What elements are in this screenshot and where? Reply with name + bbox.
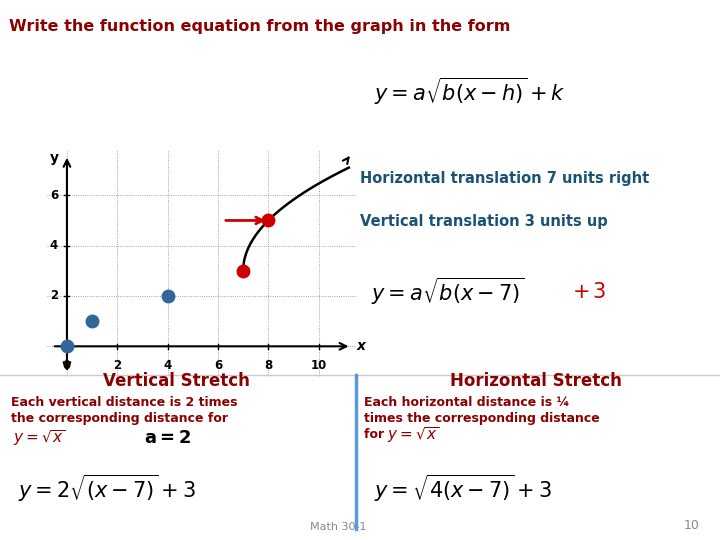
- Text: $y = a\sqrt{b(x-h)} + k$: $y = a\sqrt{b(x-h)} + k$: [374, 76, 566, 107]
- Text: Vertical Stretch: Vertical Stretch: [103, 372, 250, 390]
- Text: times the corresponding distance: times the corresponding distance: [364, 412, 599, 425]
- Text: 4: 4: [50, 239, 58, 252]
- Text: 10: 10: [310, 359, 327, 372]
- Text: 4: 4: [163, 359, 172, 372]
- Text: 6: 6: [50, 189, 58, 202]
- Text: y: y: [50, 151, 59, 165]
- Text: $y = \sqrt{x}$: $y = \sqrt{x}$: [13, 429, 66, 448]
- Text: x: x: [356, 339, 365, 353]
- Text: 2: 2: [113, 359, 122, 372]
- Text: Vertical translation 3 units up: Vertical translation 3 units up: [360, 214, 608, 229]
- Text: Each vertical distance is 2 times: Each vertical distance is 2 times: [11, 396, 238, 409]
- Text: Each horizontal distance is ¼: Each horizontal distance is ¼: [364, 396, 569, 409]
- Text: Write the function equation from the graph in the form: Write the function equation from the gra…: [9, 19, 510, 34]
- Text: $y = \sqrt{x}$: $y = \sqrt{x}$: [387, 425, 439, 444]
- Text: 0: 0: [63, 359, 71, 372]
- Text: 6: 6: [214, 359, 222, 372]
- Text: Horizontal translation 7 units right: Horizontal translation 7 units right: [360, 171, 649, 186]
- Text: $y = 2\sqrt{(x-7)} + 3$: $y = 2\sqrt{(x-7)} + 3$: [18, 473, 196, 504]
- Text: $\mathbf{a = 2}$: $\mathbf{a = 2}$: [144, 429, 191, 448]
- Text: $y = a\sqrt{b(x-7)}$: $y = a\sqrt{b(x-7)}$: [371, 276, 524, 307]
- Text: $+\,3$: $+\,3$: [572, 281, 607, 302]
- Text: 2: 2: [50, 289, 58, 302]
- Text: Horizontal Stretch: Horizontal Stretch: [451, 372, 622, 390]
- Text: for: for: [364, 428, 388, 441]
- Text: Math 30-1: Math 30-1: [310, 522, 366, 532]
- Text: 10: 10: [684, 519, 700, 532]
- Text: 8: 8: [264, 359, 272, 372]
- Text: $y = \sqrt{4(x-7)} + 3$: $y = \sqrt{4(x-7)} + 3$: [374, 473, 552, 504]
- Text: the corresponding distance for: the corresponding distance for: [11, 412, 228, 425]
